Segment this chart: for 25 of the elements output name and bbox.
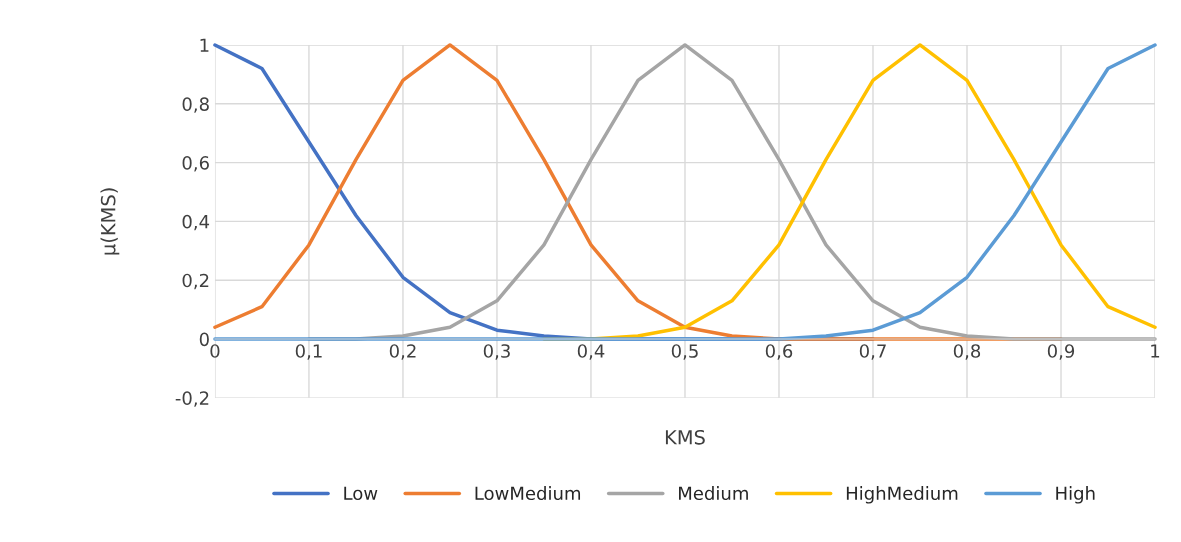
legend-label: LowMedium bbox=[475, 486, 581, 501]
x-tick-label: 0,4 bbox=[577, 344, 605, 360]
y-tick-label: 0,4 bbox=[182, 214, 210, 231]
x-tick-label: 0,8 bbox=[953, 344, 981, 360]
x-tick-label: 0,2 bbox=[389, 344, 416, 360]
legend-label: Medium bbox=[679, 486, 748, 501]
x-tick-label: 0,3 bbox=[483, 344, 510, 360]
x-tick-label: 0,6 bbox=[765, 344, 793, 360]
y-tick-label: 0,8 bbox=[182, 97, 209, 113]
legend-label: HighMedium bbox=[846, 486, 958, 504]
y-tick-label: 0 bbox=[199, 332, 209, 347]
x-tick-label: 0,5 bbox=[671, 344, 698, 360]
legend-label: High bbox=[1056, 486, 1095, 504]
x-tick-label: 0,1 bbox=[295, 344, 322, 360]
x-axis-title: KMS bbox=[665, 429, 705, 445]
x-tick-label: 0 bbox=[210, 344, 220, 358]
x-tick-label: 1 bbox=[1151, 344, 1160, 358]
x-tick-label: 0,9 bbox=[1047, 344, 1075, 360]
legend-label: Low bbox=[344, 486, 378, 501]
y-axis-title: μ(KMS) bbox=[100, 188, 120, 255]
y-tick-label: 0,2 bbox=[182, 273, 209, 290]
y-tick-label: 0,6 bbox=[182, 156, 209, 172]
y-tick-label: 1 bbox=[200, 38, 209, 52]
y-tick-label: -0,2 bbox=[175, 391, 209, 407]
x-tick-label: 0,7 bbox=[859, 344, 886, 360]
